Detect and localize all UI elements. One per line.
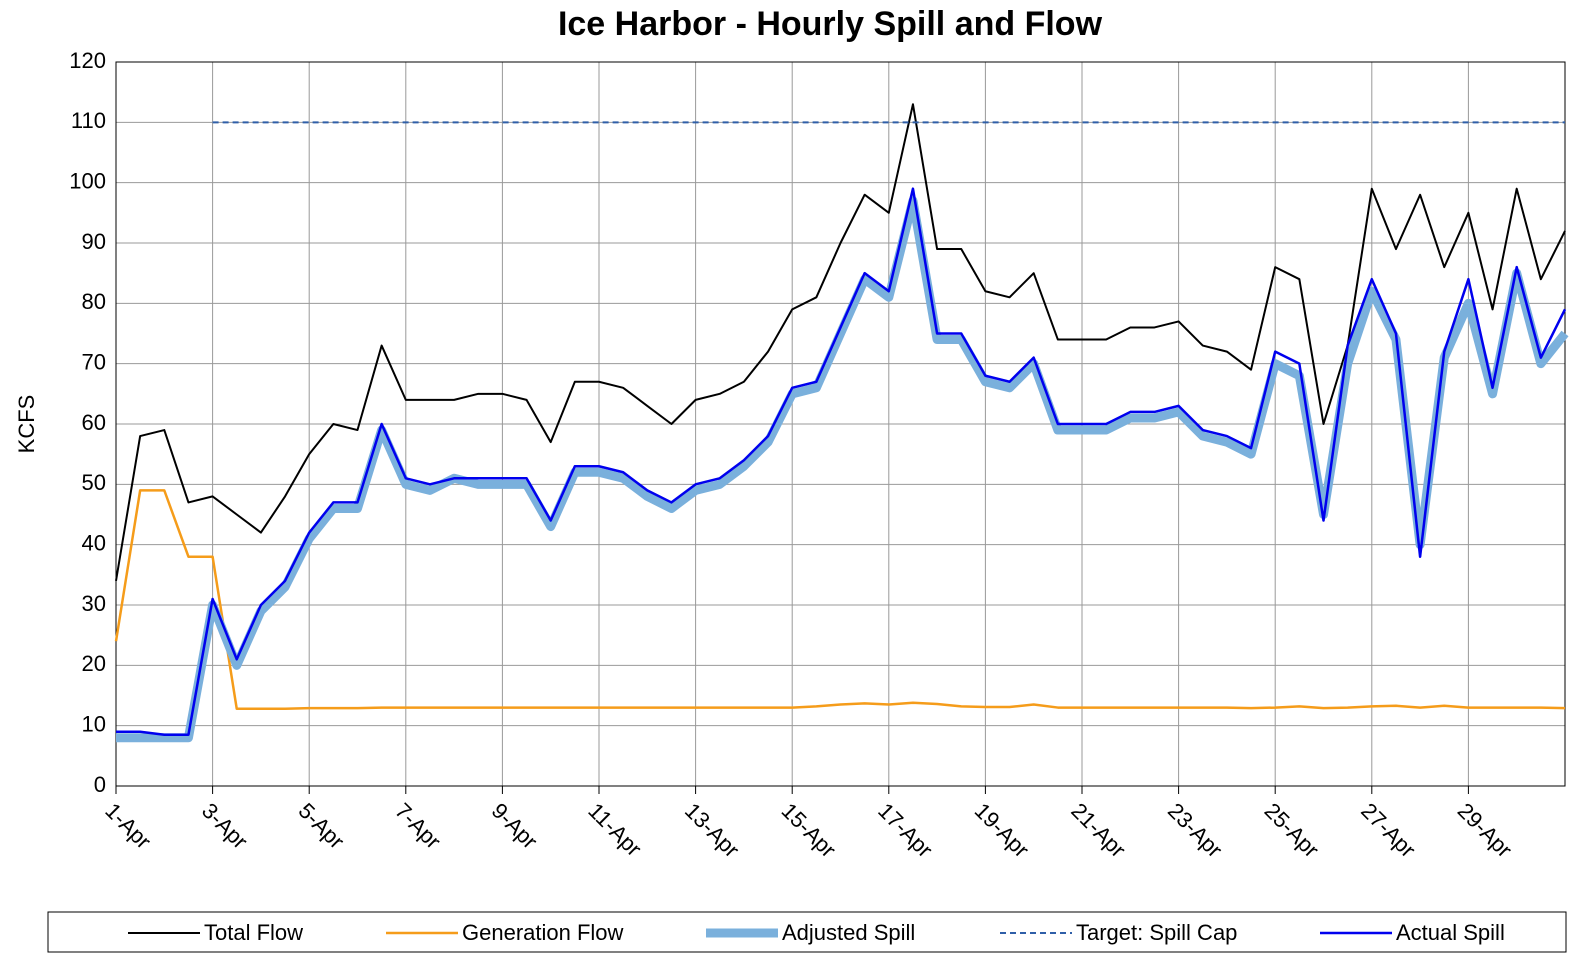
x-tick-label: 7-Apr xyxy=(390,798,446,854)
legend-label: Total Flow xyxy=(204,920,303,945)
y-tick-label: 70 xyxy=(82,349,106,374)
y-tick-label: 60 xyxy=(82,410,106,435)
legend-label: Adjusted Spill xyxy=(782,920,915,945)
x-tick-label: 29-Apr xyxy=(1453,798,1517,862)
x-tick-label: 9-Apr xyxy=(487,798,543,854)
series-line xyxy=(116,187,1567,736)
x-tick-label: 3-Apr xyxy=(197,798,253,854)
legend-label: Actual Spill xyxy=(1396,920,1505,945)
x-tick-label: 1-Apr xyxy=(100,798,156,854)
y-tick-label: 30 xyxy=(82,591,106,616)
series-line xyxy=(116,196,1569,743)
y-tick-label: 100 xyxy=(69,168,106,193)
x-tick-label: 23-Apr xyxy=(1163,798,1227,862)
x-tick-label: 15-Apr xyxy=(777,798,841,862)
y-tick-label: 90 xyxy=(82,229,106,254)
y-tick-label: 20 xyxy=(82,651,106,676)
y-tick-label: 40 xyxy=(82,530,106,555)
x-tick-label: 19-Apr xyxy=(970,798,1034,862)
x-tick-label: 5-Apr xyxy=(294,798,350,854)
y-tick-label: 0 xyxy=(94,772,106,797)
x-tick-label: 17-Apr xyxy=(873,798,937,862)
x-tick-label: 25-Apr xyxy=(1260,798,1324,862)
series-line xyxy=(115,103,1566,582)
plot-area xyxy=(115,61,1566,787)
x-tick-label: 13-Apr xyxy=(680,798,744,862)
y-tick-label: 50 xyxy=(82,470,106,495)
y-tick-label: 10 xyxy=(82,711,106,736)
chart-title: Ice Harbor - Hourly Spill and Flow xyxy=(558,5,1103,43)
x-tick-label: 11-Apr xyxy=(583,798,646,861)
legend-label: Generation Flow xyxy=(462,920,624,945)
x-tick-label: 27-Apr xyxy=(1356,798,1420,862)
y-tick-label: 80 xyxy=(82,289,106,314)
y-axis-label: KCFS xyxy=(14,395,39,454)
legend-label: Target: Spill Cap xyxy=(1076,920,1237,945)
legend-box xyxy=(47,911,1567,953)
x-tick-label: 21-Apr xyxy=(1066,798,1130,862)
y-tick-label: 110 xyxy=(71,108,106,133)
series-line xyxy=(114,489,1566,711)
y-tick-label: 120 xyxy=(69,48,106,73)
